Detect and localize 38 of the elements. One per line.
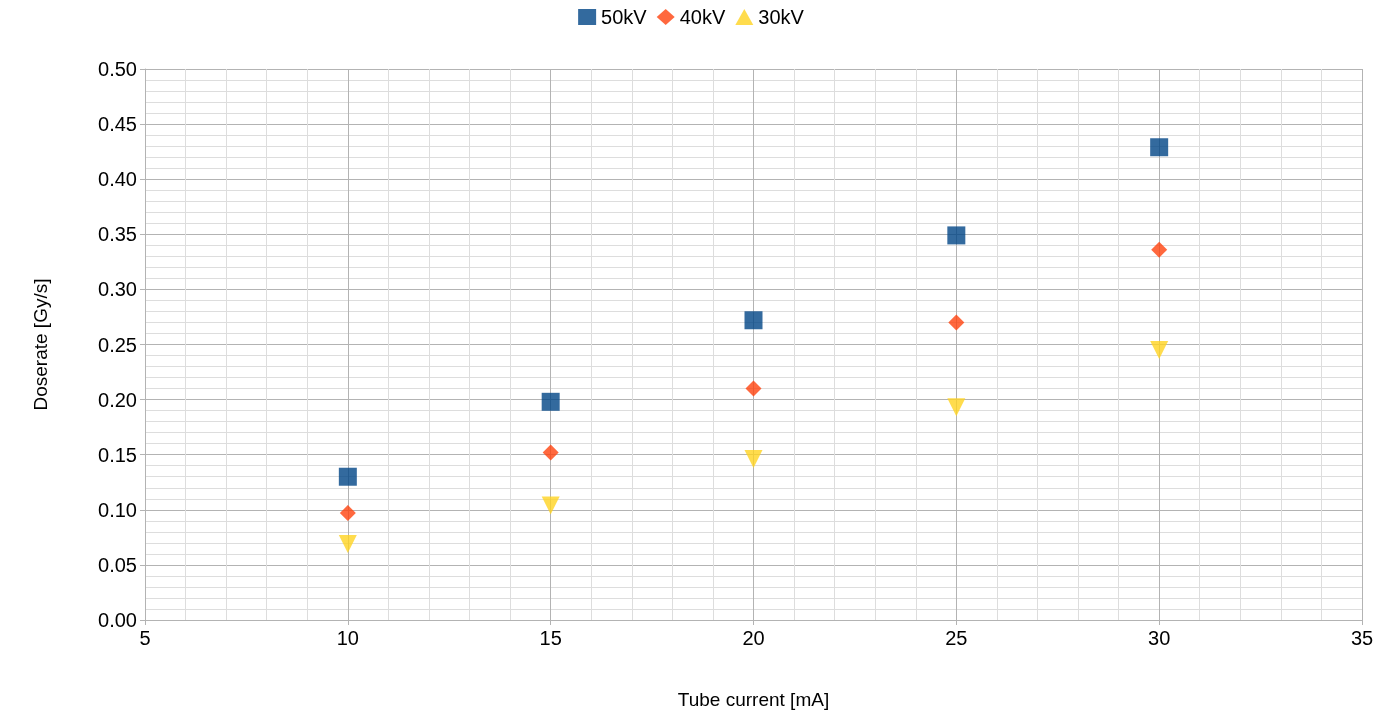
point bbox=[744, 311, 763, 330]
legend-label: 40kV bbox=[679, 6, 726, 28]
y-tick-label: 0.40 bbox=[98, 168, 137, 191]
y-tick-label: 0.30 bbox=[98, 278, 137, 301]
point bbox=[947, 226, 966, 245]
y-tick-label: 0.35 bbox=[98, 223, 137, 246]
x-tick-label: 30 bbox=[1148, 627, 1171, 649]
x-tick-label: 25 bbox=[945, 627, 968, 649]
point bbox=[338, 534, 357, 553]
y-tick-label: 0.45 bbox=[98, 113, 137, 136]
y-tick-label: 0.10 bbox=[98, 498, 137, 521]
point bbox=[1150, 138, 1169, 157]
y-tick-label: 0.50 bbox=[98, 58, 137, 80]
point bbox=[745, 380, 762, 397]
point bbox=[339, 505, 356, 522]
y-tick-label: 0.00 bbox=[98, 609, 137, 631]
legend-label: 50kV bbox=[601, 6, 648, 28]
x-tick-label: 35 bbox=[1350, 627, 1374, 649]
x-tick-label: 10 bbox=[336, 627, 359, 649]
point bbox=[542, 444, 559, 461]
x-axis-title: Tube current [mA] bbox=[677, 689, 830, 710]
point bbox=[338, 467, 357, 486]
y-axis-title: Doserate [Gy/s] bbox=[30, 278, 51, 411]
legend-label: 30kV bbox=[758, 6, 805, 28]
x-tick-label: 20 bbox=[742, 627, 765, 649]
y-tick-label: 0.05 bbox=[98, 553, 137, 576]
y-tick-label: 0.25 bbox=[98, 333, 137, 356]
point bbox=[948, 314, 965, 331]
point bbox=[1150, 341, 1169, 360]
y-tick-label: 0.20 bbox=[98, 388, 137, 411]
point bbox=[541, 392, 560, 411]
point bbox=[744, 450, 763, 469]
point bbox=[947, 398, 966, 417]
x-tick-label: 15 bbox=[539, 627, 562, 649]
point bbox=[1151, 241, 1168, 258]
point bbox=[541, 496, 560, 515]
y-tick-label: 0.15 bbox=[98, 443, 137, 466]
x-tick-label: 5 bbox=[139, 627, 151, 649]
